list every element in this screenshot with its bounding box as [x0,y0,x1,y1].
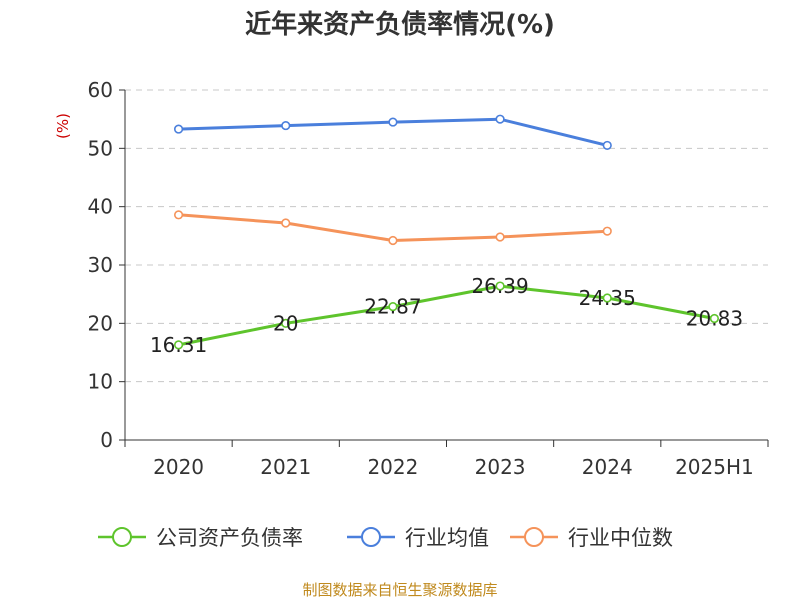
data-point [709,313,720,324]
source-footnote: 制图数据来自恒生聚源数据库 [302,581,497,599]
data-point [173,124,184,134]
data-label: 26.39 [471,274,528,298]
y-axis-unit: (%) [54,113,72,139]
legend-label-0: 公司资产负债率 [156,526,303,550]
data-point [281,218,291,228]
data-point [281,318,291,328]
data-point [388,235,398,246]
data-point [495,114,505,124]
series-lines [173,114,720,350]
x-tick-label: 2025H1 [675,455,754,479]
data-labels: 16.31 20 22.87 26.39 24.35 20.83 [150,274,743,357]
data-point [602,226,612,236]
grid-lines [125,89,768,383]
data-label: 20.83 [686,306,743,330]
y-tick-label: 20 [88,311,113,335]
data-point [173,210,184,220]
y-tick-label: 30 [88,253,113,277]
data-point [495,232,505,242]
y-tick-label: 50 [88,136,113,160]
series-line-0 [177,284,716,347]
y-tick-label: 60 [88,78,113,102]
x-tick-label: 2024 [582,455,633,479]
data-label: 22.87 [364,295,421,319]
legend-marker-1 [361,527,381,547]
legend-label-2: 行业中位数 [568,526,673,550]
data-point [173,340,184,350]
x-tick-label: 2022 [367,455,418,479]
data-point [388,301,398,312]
data-label: 16.31 [150,333,207,357]
y-tick-label: 0 [100,428,113,452]
x-tick-label: 2021 [260,455,311,479]
data-point [602,293,612,303]
data-point [388,117,398,127]
data-label: 20 [273,311,298,335]
legend: 公司资产负债率 行业均值 行业中位数 [98,526,673,550]
y-tick-label: 40 [88,195,113,219]
legend-label-1: 行业均值 [405,526,489,550]
legend-marker-0 [112,527,132,547]
axes: 0 10 20 30 40 50 60 2020 2021 2022 2023 2024 2025H1 [88,78,769,479]
data-point [495,281,505,291]
x-tick-label: 2023 [475,455,526,479]
chart-title: 近年来资产负债率情况(%) [245,9,555,40]
data-point [281,120,291,131]
legend-marker-2 [524,527,544,547]
data-point [602,140,612,151]
y-tick-label: 10 [88,370,113,394]
data-label: 24.35 [579,286,636,310]
x-tick-label: 2020 [153,455,204,479]
